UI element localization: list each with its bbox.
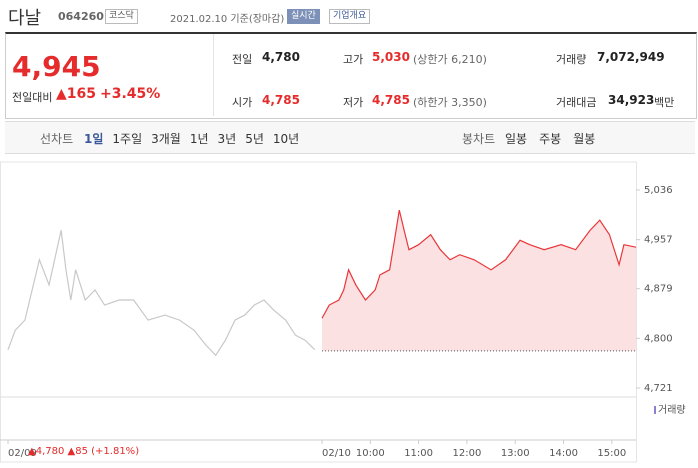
volume-label: 거래량 <box>556 53 587 66</box>
company-info-button[interactable]: 기업개요 <box>329 9 371 24</box>
candle-chart-label: 봉차트 <box>462 132 496 146</box>
candle-tabs: 일봉 주봉 월봉 <box>505 130 607 147</box>
x-tick-label: 02/09 <box>8 448 37 459</box>
open-value: 4,785 <box>262 93 300 107</box>
x-tick-label: 11:00 <box>404 448 433 459</box>
change-value: ▲165 <box>56 86 97 102</box>
x-tick-label: 02/10 <box>322 448 351 459</box>
volume-legend-swatch <box>654 406 656 414</box>
high-value: 5,030 <box>372 50 410 64</box>
amount-label: 거래대금 <box>556 96 597 109</box>
y-tick-label: 4,800 <box>644 333 673 344</box>
tab[interactable]: 1일 <box>84 132 104 146</box>
footer: ▲4,780 ▲85 (+1.81%) <box>28 446 140 457</box>
change-label: 전일대비 <box>12 91 53 104</box>
footer-change: 85 <box>75 446 88 457</box>
tab[interactable]: 3개월 <box>151 132 181 146</box>
quote-box <box>5 32 697 119</box>
period-tabs: 1일 1주일 3개월 1년 3년 5년 10년 <box>84 130 308 147</box>
tab[interactable]: 월봉 <box>573 132 596 146</box>
date: 2021.02.10 기준(장마감) <box>170 14 285 25</box>
y-tick-label: 5,036 <box>644 185 673 196</box>
price: 4,945 <box>12 50 101 83</box>
market-tag: 코스닥 <box>105 9 138 24</box>
x-tick-label: 15:00 <box>597 448 626 459</box>
tab[interactable]: 주봉 <box>539 132 562 146</box>
tab[interactable]: 1주일 <box>112 132 143 146</box>
plot-frame <box>0 161 637 463</box>
stock-code: 064260 <box>58 10 104 23</box>
tab[interactable]: 일봉 <box>505 132 528 146</box>
line-chart-label: 선차트 <box>40 132 74 146</box>
high-label: 고가 <box>343 53 364 66</box>
y-tick-label: 4,957 <box>644 235 673 246</box>
x-tick-label: 14:00 <box>549 448 578 459</box>
tab[interactable]: 1년 <box>189 132 209 146</box>
prev-label: 전일 <box>232 53 253 66</box>
volume-legend: 거래량 <box>658 404 686 416</box>
change-rate: +3.45% <box>100 86 161 102</box>
low-value: 4,785 <box>372 93 410 107</box>
tab[interactable]: 3년 <box>217 132 237 146</box>
x-tick-label: 10:00 <box>356 448 385 459</box>
tab[interactable]: 5년 <box>245 132 264 146</box>
price-line <box>321 209 637 319</box>
stock-name: 다날 <box>8 8 42 29</box>
footer-price: 4,780 <box>35 446 65 457</box>
open-label: 시가 <box>232 96 253 109</box>
y-tick-label: 4,879 <box>644 284 673 295</box>
price-line <box>7 230 316 357</box>
area-fill <box>322 210 636 351</box>
prev-value: 4,780 <box>262 50 300 64</box>
y-tick-label: 4,721 <box>644 383 673 394</box>
tab-bar <box>5 121 695 154</box>
x-tick-label: 12:00 <box>453 448 482 459</box>
tab[interactable]: 10년 <box>272 132 300 146</box>
lower-limit: (하한가 3,350) <box>413 96 487 109</box>
footer-rate: (+1.81%) <box>91 446 140 457</box>
chart: 거래량 4,721 4,800 4,879 4,957 5,036 02/09 02/10 1… <box>0 161 686 463</box>
volume-value: 7,072,949 <box>597 50 665 64</box>
low-label: 저가 <box>343 96 364 109</box>
divider <box>213 34 214 116</box>
realtime-button[interactable]: 실시간 <box>287 9 320 24</box>
change: 165 <box>66 86 97 102</box>
amount-value: 34,923 <box>608 93 655 107</box>
amount-unit: 백만 <box>654 96 675 109</box>
upper-limit: (상한가 6,210) <box>413 53 487 66</box>
x-tick-label: 13:00 <box>501 448 530 459</box>
